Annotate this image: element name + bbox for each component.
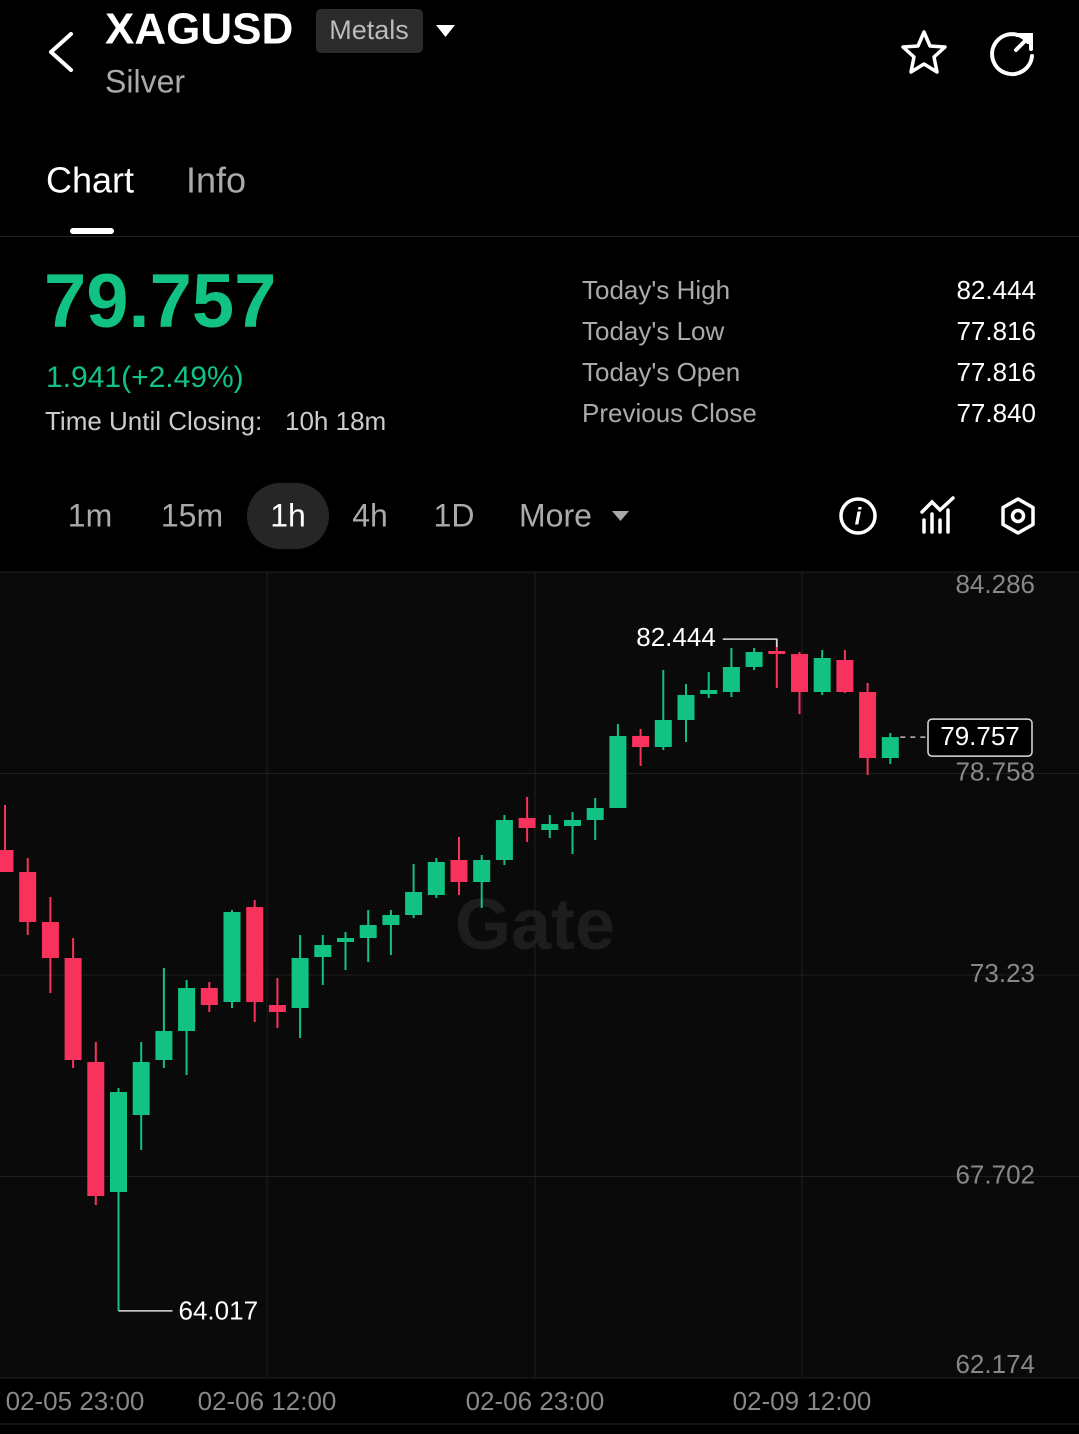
candle-body [768, 650, 786, 655]
interval[interactable]: 1m [68, 497, 112, 533]
interval[interactable]: 15m [161, 497, 223, 533]
candle-body [41, 922, 59, 959]
stat-label: Today's Low [582, 316, 724, 346]
y-tick-label: 73.23 [970, 958, 1035, 988]
candle-body [450, 859, 468, 883]
candle-body [654, 719, 672, 748]
candle-body [155, 1031, 173, 1061]
back-button[interactable] [49, 32, 73, 72]
candle-body [632, 735, 650, 748]
stats: Today's High 82.444 Today's Low 77.816 Today… [582, 275, 1036, 428]
candle-body [246, 907, 264, 1003]
interval-selected-bg [247, 483, 329, 549]
candle-body [178, 988, 196, 1032]
candle-body [541, 824, 559, 830]
y-tick-label: 78.758 [955, 756, 1035, 786]
info-icon: i [855, 503, 863, 530]
candle-body [881, 737, 899, 759]
more-dropdown [612, 511, 629, 521]
refresh-arrow [1014, 33, 1033, 52]
stat-value: 77.840 [956, 398, 1036, 428]
badge: Metals [329, 15, 409, 45]
favorite-button[interactable] [901, 30, 947, 74]
indicator-button[interactable] [920, 496, 955, 534]
candle-body [700, 689, 718, 695]
candle-body [314, 945, 332, 958]
interval-more[interactable]: More [519, 497, 592, 533]
tab-indicator [70, 228, 114, 234]
candle-body [64, 958, 82, 1061]
y-tick-label: 67.702 [955, 1159, 1035, 1189]
intervals: 1m 15m 1h 4h 1D [68, 497, 475, 533]
candle-body [337, 938, 354, 943]
stat-value: 77.816 [956, 357, 1036, 387]
tab-info[interactable]: Info [186, 160, 246, 201]
low-marker-label: 64.017 [179, 1296, 259, 1326]
candle-body [813, 657, 831, 692]
candle-body [495, 820, 513, 860]
x-tick-label: 02-05 23:00 [6, 1386, 145, 1416]
y-tick-label: 84.286 [955, 569, 1035, 599]
stat-value: 82.444 [956, 275, 1036, 305]
symbol: XAGUSD [105, 5, 293, 54]
interval[interactable]: 1h [270, 497, 306, 533]
tab-chart[interactable]: Chart [46, 160, 134, 201]
candle-body [0, 850, 14, 873]
candle-body [791, 654, 808, 692]
stat-label: Today's Open [582, 357, 740, 387]
high-marker-line [722, 638, 778, 648]
candle-body [518, 818, 536, 828]
badge-bg [316, 9, 423, 53]
candle-body [859, 691, 877, 759]
closing-value: 10h 18m [285, 406, 386, 436]
last-price-label: 79.757 [940, 721, 1020, 751]
candle-body [473, 859, 491, 883]
settings-center [1010, 508, 1026, 524]
candle-body [564, 820, 581, 826]
candle-body [291, 958, 309, 1009]
stat-label: Previous Close [582, 398, 757, 428]
high-marker-label: 82.444 [636, 622, 716, 652]
candle-body [427, 862, 445, 896]
candle-body [382, 915, 400, 926]
x-tick-label: 02-06 12:00 [198, 1386, 337, 1416]
interval[interactable]: 1D [434, 497, 475, 533]
last-price-box [927, 718, 1033, 757]
candle-body [836, 659, 854, 692]
refresh-button[interactable] [990, 32, 1034, 77]
candle-body [200, 988, 218, 1005]
x-tick-label: 02-06 23:00 [466, 1386, 605, 1416]
candle-body [677, 694, 695, 720]
candle-body [405, 892, 423, 916]
candle-body [19, 872, 37, 923]
stat-value: 77.816 [956, 316, 1036, 346]
dropdown[interactable] [436, 25, 455, 37]
price-change: 1.941(+2.49%) [46, 361, 244, 394]
candle-body [223, 912, 241, 1003]
interval[interactable]: 4h [352, 497, 388, 533]
candle-body [359, 925, 377, 939]
asset-name: Silver [105, 63, 185, 99]
candle-body [609, 735, 627, 809]
closing-label: Time Until Closing: [45, 406, 262, 436]
candle-body [586, 808, 604, 821]
y-tick-label: 62.174 [955, 1349, 1035, 1379]
stat-label: Today's High [582, 275, 730, 305]
settings-button[interactable] [1001, 497, 1035, 535]
candle-body [268, 1004, 286, 1012]
candle-body [87, 1062, 105, 1197]
price: 79.757 [44, 259, 276, 344]
candlestick-chart: 84.286 78.758 73.23 67.702 62.174 02-05 23:00… [0, 569, 1079, 1416]
candle-body [722, 666, 740, 692]
candle-body [745, 652, 763, 667]
x-tick-label: 02-09 12:00 [733, 1386, 872, 1416]
candle-body [110, 1092, 127, 1193]
info-button[interactable] [839, 497, 877, 535]
candle-body [132, 1062, 150, 1116]
